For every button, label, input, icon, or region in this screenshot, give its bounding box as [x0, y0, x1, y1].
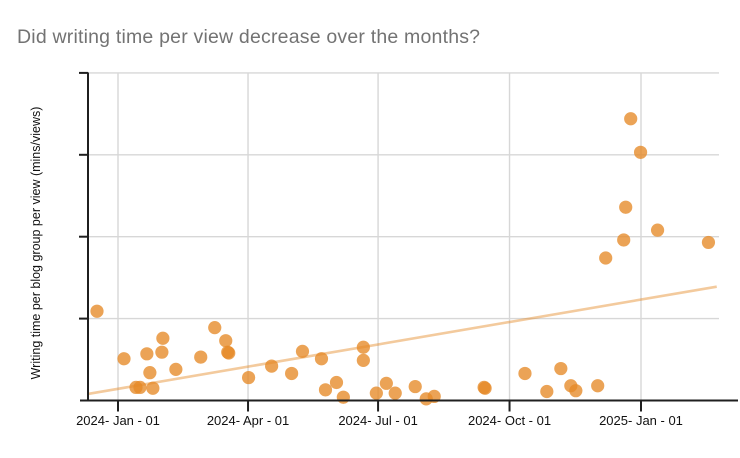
data-point: [540, 384, 554, 399]
data-point: [156, 331, 170, 345]
data-point: [518, 366, 532, 381]
x-tick-label: 2024- Jul - 01: [338, 413, 418, 428]
data-point: [356, 353, 370, 367]
trend-line: [87, 285, 717, 396]
data-point: [242, 370, 256, 385]
x-tick-label: 2024- Apr - 01: [206, 413, 290, 428]
data-point: [318, 383, 333, 397]
data-point: [478, 381, 492, 395]
data-point: [219, 334, 233, 348]
data-point: [336, 390, 350, 404]
data-point: [701, 235, 716, 250]
data-point: [624, 112, 638, 126]
data-point: [208, 321, 222, 335]
data-point: [388, 386, 402, 400]
x-tick-label: 2025- Jan - 01: [599, 413, 683, 428]
trendline: [87, 285, 717, 396]
axes: [79, 71, 738, 412]
x-tick-label: 2024- Oct - 01: [467, 413, 552, 428]
data-point: [650, 223, 665, 237]
data-point: [379, 376, 393, 390]
data-point: [554, 361, 568, 376]
data-point: [117, 352, 131, 366]
data-point: [194, 350, 208, 364]
data-point: [314, 352, 329, 366]
data-point: [265, 359, 279, 373]
data-point: [408, 379, 422, 394]
data-point: [591, 379, 605, 393]
data-point: [222, 346, 236, 360]
gridlines: [88, 72, 719, 401]
data-point: [169, 362, 183, 376]
data-point: [619, 200, 633, 214]
data-point: [633, 145, 648, 159]
data-point: [599, 251, 613, 265]
data-point: [285, 366, 299, 381]
data-point: [155, 345, 169, 359]
data-point: [140, 347, 154, 361]
data-point: [146, 381, 160, 395]
x-tick-label: 2024- Jan - 01: [76, 413, 160, 428]
data-point: [356, 340, 370, 354]
data-point: [143, 366, 157, 380]
data-point: [329, 375, 344, 390]
data-point: [569, 384, 583, 398]
data-point: [133, 380, 147, 394]
data-point: [295, 344, 310, 358]
scatter-points: [90, 112, 716, 406]
data-point: [369, 386, 383, 400]
data-point: [617, 233, 631, 247]
data-point: [90, 304, 104, 318]
chart-title: Did writing time per view decrease over …: [17, 26, 481, 48]
